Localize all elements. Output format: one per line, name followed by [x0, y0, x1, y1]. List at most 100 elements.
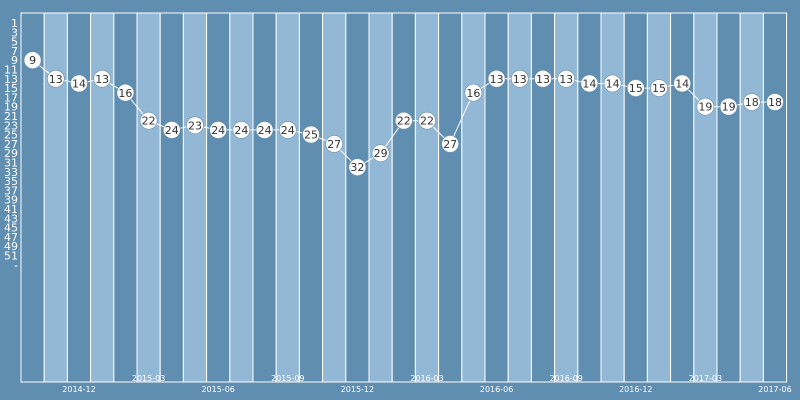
data-label: 32	[350, 161, 364, 174]
data-label: 13	[536, 73, 550, 86]
column-band	[646, 12, 672, 383]
data-point	[464, 83, 483, 102]
data-label: 18	[745, 96, 759, 109]
column-band	[461, 12, 486, 383]
column-band	[206, 12, 231, 383]
data-label: 24	[234, 124, 248, 137]
x-tick-label: 2017-06	[758, 385, 791, 394]
y-axis-ticks: 1357911131517192123252729313335373941434…	[4, 17, 18, 272]
data-point	[46, 70, 65, 88]
data-point	[394, 111, 413, 130]
column-band	[670, 12, 695, 383]
y-tick-label: 19	[4, 101, 18, 114]
column-band	[322, 12, 347, 383]
x-tick-label: 2016-06	[480, 385, 513, 394]
data-point	[557, 70, 576, 88]
data-point	[232, 121, 251, 139]
data-point	[348, 158, 367, 176]
y-tick-label: 33	[4, 166, 18, 179]
column-band	[484, 12, 509, 383]
y-tick-label: 45	[4, 222, 18, 235]
series-points: 9 13 14 13 16 22 24 23 24 24 24 24 25 27 32 29 22 22 27 16 1…	[23, 51, 784, 176]
data-label: 19	[722, 101, 736, 114]
data-label: 13	[49, 73, 63, 86]
x-tick-label: 2015-12	[341, 385, 374, 394]
data-point	[766, 93, 784, 111]
data-point	[93, 70, 111, 88]
data-label: 22	[142, 115, 156, 128]
y-tick-label: 5	[11, 36, 18, 49]
column-band	[43, 12, 68, 383]
column-band	[66, 12, 92, 383]
data-label: 13	[513, 73, 527, 86]
x-tick-label: 2014-12	[62, 385, 95, 394]
data-label: 14	[582, 77, 596, 90]
x-tick-label: 2016-09	[549, 374, 582, 383]
data-label: 14	[72, 77, 86, 90]
y-tick-label: 27	[4, 138, 18, 151]
data-point	[650, 79, 668, 97]
column-band	[623, 12, 648, 383]
y-tick-label: 35	[4, 175, 18, 188]
data-point	[325, 135, 344, 153]
data-point	[371, 144, 390, 162]
data-point	[23, 51, 42, 70]
y-tick-label: -	[14, 259, 18, 272]
column-band	[414, 12, 440, 383]
data-label: 13	[95, 73, 109, 86]
data-point	[603, 74, 622, 93]
data-point	[278, 121, 297, 139]
column-band	[113, 12, 138, 383]
data-point	[116, 83, 135, 102]
column-band	[530, 12, 556, 383]
y-tick-label: 41	[4, 203, 18, 216]
data-label: 22	[397, 115, 411, 128]
column-band	[716, 12, 741, 383]
x-tick-label: 2017-03	[689, 374, 722, 383]
column-band	[762, 12, 788, 383]
y-tick-label: 7	[11, 45, 18, 58]
data-point	[209, 121, 227, 139]
data-point	[139, 111, 158, 130]
x-tick-label: 2015-03	[132, 374, 165, 383]
data-label: 24	[165, 124, 179, 137]
data-point	[673, 74, 692, 93]
x-tick-label: 2015-06	[201, 385, 234, 394]
column-band	[693, 12, 718, 383]
data-label: 24	[281, 124, 295, 137]
data-point	[70, 74, 88, 93]
data-point	[186, 116, 204, 135]
y-tick-label: 15	[4, 82, 18, 95]
data-point	[487, 70, 506, 88]
x-tick-label: 2015-09	[271, 374, 304, 383]
y-tick-label: 25	[4, 129, 18, 142]
data-label: 13	[559, 73, 573, 86]
y-tick-label: 43	[4, 212, 18, 225]
data-label: 15	[652, 82, 666, 95]
data-point	[580, 74, 599, 93]
data-point	[302, 125, 320, 144]
data-point	[418, 111, 436, 130]
y-tick-label: 39	[4, 194, 18, 207]
column-band	[159, 12, 184, 383]
data-label: 13	[490, 73, 504, 86]
column-band	[391, 12, 416, 383]
data-label: 27	[443, 138, 457, 151]
column-band	[438, 12, 463, 383]
column-band	[252, 12, 277, 383]
data-point	[719, 97, 738, 116]
column-band	[136, 12, 161, 383]
data-point	[534, 70, 552, 88]
y-tick-label: 11	[4, 64, 18, 77]
column-band	[600, 12, 625, 383]
data-point	[441, 135, 460, 153]
data-label: 18	[768, 96, 782, 109]
data-point	[255, 121, 274, 139]
y-tick-label: 13	[4, 73, 18, 86]
y-tick-label: 1	[11, 17, 18, 30]
column-band	[229, 12, 254, 383]
data-label: 29	[374, 147, 388, 160]
column-band	[554, 12, 579, 383]
